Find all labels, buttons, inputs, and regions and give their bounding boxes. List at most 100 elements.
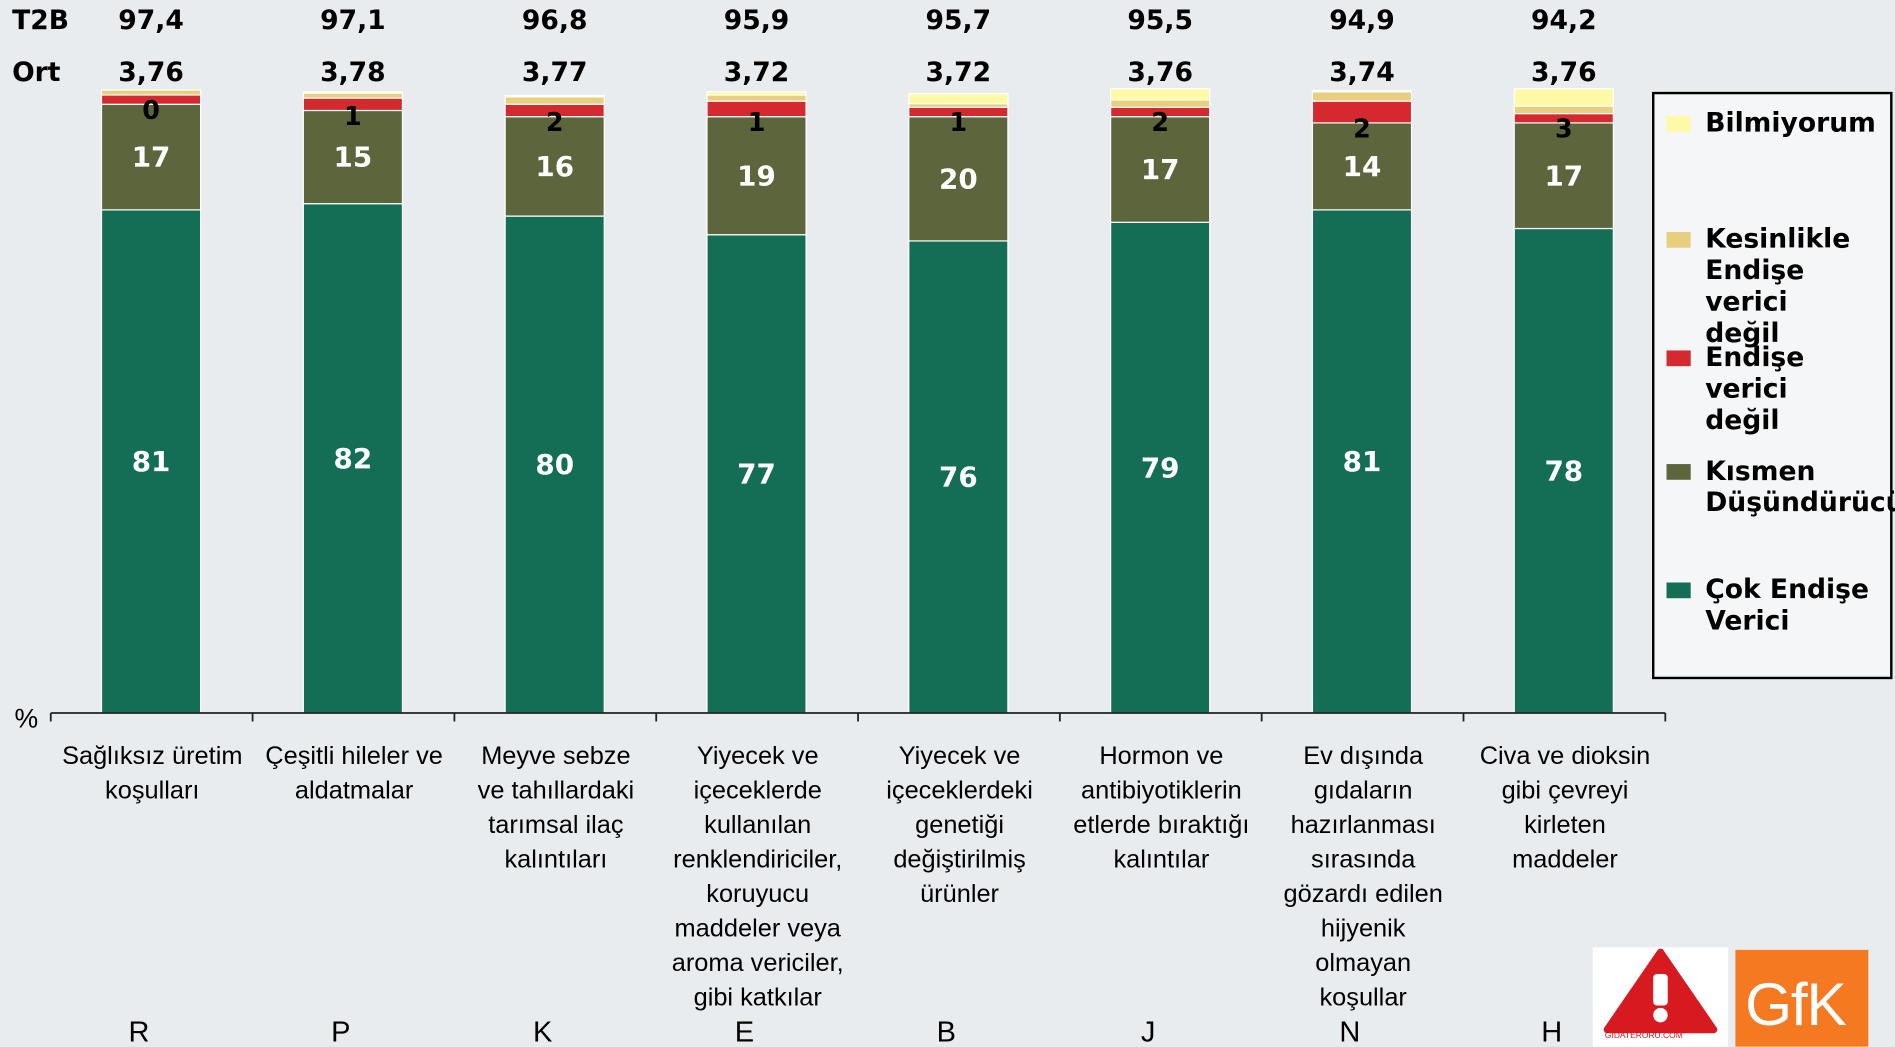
category-label: kullanılan [704, 811, 811, 839]
category-label: Ev dışında [1303, 742, 1424, 770]
category-label: hijyenik [1321, 915, 1406, 943]
t2b-value: 94,2 [1531, 5, 1597, 36]
category-label: Meyve sebze [481, 742, 630, 770]
data-label-small: 1 [344, 101, 362, 131]
y-axis-unit-label: % [15, 704, 39, 734]
bar-segment [908, 116, 1009, 242]
data-label-kismen: 17 [1544, 159, 1583, 192]
t2b-value: 95,9 [724, 5, 790, 36]
ort-value: 3,72 [926, 57, 992, 88]
category-label: içeceklerdeki [886, 776, 1033, 804]
category-label: renklendiriciler, [673, 845, 842, 873]
data-label-kismen: 19 [737, 159, 776, 192]
category-label: ve tahıllardaki [478, 776, 634, 804]
data-label-cok-endise: 78 [1544, 454, 1583, 487]
legend-swatch [1666, 350, 1691, 367]
gfk-logo: GfK [1735, 949, 1869, 1047]
bar-segment [1311, 91, 1413, 102]
category-label: Hormon ve [1099, 742, 1223, 770]
bar-segment [1311, 209, 1413, 714]
category-label: gıdaların [1314, 776, 1413, 804]
category-label: etlerde bıraktığı [1073, 811, 1249, 839]
category-label: ürünler [920, 880, 999, 908]
bar-segment [504, 94, 605, 98]
ort-value: 3,76 [118, 57, 184, 88]
bar-segment [302, 92, 404, 99]
data-label-kismen: 15 [334, 141, 373, 174]
legend-swatch [1666, 116, 1691, 132]
category-letter: P [331, 1017, 350, 1047]
data-label-cok-endise: 76 [939, 461, 978, 494]
category-label: Çeşitli hileler ve [265, 742, 443, 770]
category-label: aroma vericiler, [672, 949, 844, 977]
category-label: kalıntıları [504, 845, 607, 873]
bar-segment [706, 234, 807, 714]
category-letter: B [937, 1017, 956, 1047]
bar-segment [1311, 122, 1413, 211]
category-label: hazırlanması [1291, 811, 1436, 839]
data-label-kismen: 17 [132, 141, 171, 174]
bar-segment [1311, 89, 1413, 93]
legend-swatch [1666, 464, 1691, 480]
bar-segment [1110, 116, 1211, 223]
bar-segment [706, 116, 807, 236]
category-label: gibi çevreyi [1502, 776, 1629, 804]
legend-label: Bilmiyorum [1705, 108, 1876, 139]
bar-segment [706, 94, 807, 102]
t2b-value: 94,9 [1329, 5, 1395, 36]
bar-segment [1513, 122, 1614, 230]
category-label: sırasında [1311, 845, 1416, 873]
bar-segment [1513, 88, 1614, 107]
bar-segment [302, 203, 404, 714]
t2b-value: 97,4 [118, 5, 184, 36]
data-label-small: 2 [1353, 113, 1371, 143]
data-label-cok-endise: 81 [132, 445, 171, 478]
legend-swatch [1666, 582, 1691, 599]
bar-segment [1513, 227, 1614, 714]
category-label: içeceklerde [694, 776, 822, 804]
category-letter: J [1141, 1017, 1156, 1047]
data-label-small: 1 [748, 107, 766, 137]
legend-label: Endişe verici değil [1705, 343, 1805, 437]
ort-value: 3,76 [1531, 57, 1597, 88]
category-label: aldatmalar [295, 776, 414, 804]
bar-segment [908, 93, 1009, 105]
t2b-value: 95,7 [926, 5, 992, 36]
category-label: değiştirilmiş [893, 845, 1025, 873]
category-label: kirleten [1524, 811, 1606, 839]
category-label: Yiyecek ve [697, 742, 819, 770]
category-label: kalıntılar [1113, 845, 1209, 873]
legend-label: Kısmen Düşündürücü [1705, 456, 1895, 519]
category-label: gibi katkılar [694, 984, 823, 1012]
bar-segment [1110, 221, 1211, 714]
category-label: koşullar [1319, 984, 1407, 1012]
category-letter: N [1339, 1017, 1360, 1047]
bar-segment [504, 96, 605, 105]
bar-segment [100, 209, 202, 714]
gfk-logo-text: GfK [1745, 970, 1847, 1039]
ort-row-label: Ort [12, 57, 61, 88]
data-label-small: 2 [546, 107, 564, 137]
gidaterorü-logo: GIDATERORU.COM [1592, 947, 1729, 1047]
data-label-small: 3 [1555, 113, 1573, 143]
bar-segment [706, 91, 807, 96]
category-label: Yiyecek ve [899, 742, 1021, 770]
data-label-cok-endise: 79 [1141, 451, 1180, 484]
data-label-small: 1 [950, 107, 968, 137]
category-label: koşulları [105, 776, 199, 804]
bar-segment [100, 103, 202, 211]
category-letter: K [533, 1017, 553, 1047]
legend-label: Kesinlikle Endişe verici değil [1705, 224, 1851, 350]
data-label-cok-endise: 80 [535, 448, 574, 481]
ort-value: 3,76 [1127, 57, 1193, 88]
warning-triangle-icon [1603, 948, 1718, 1034]
category-label: antibiyotiklerin [1081, 776, 1242, 804]
data-label-cok-endise: 77 [737, 458, 776, 491]
ort-value: 3,77 [522, 57, 588, 88]
ort-value: 3,78 [320, 57, 386, 88]
data-label-kismen: 14 [1343, 150, 1382, 183]
category-label: tarımsal ilaç [488, 811, 624, 839]
data-label-cok-endise: 81 [1343, 445, 1382, 478]
